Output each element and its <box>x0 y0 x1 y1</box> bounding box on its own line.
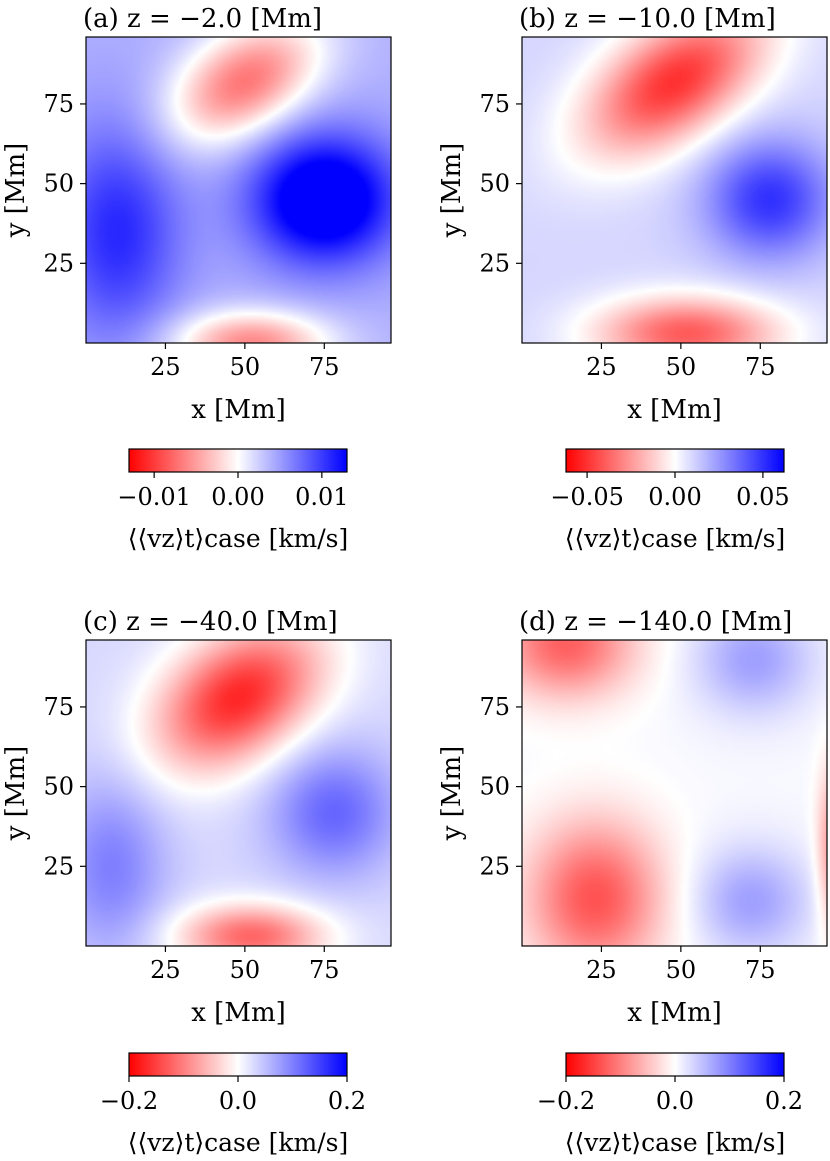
panels: (a) z = −2.0 [Mm] 25 50 75 25 50 75 x [Mm] y [Mm… <box>1 4 828 1157</box>
y-tick-label: 50 <box>43 170 74 198</box>
colorbar <box>565 1052 785 1077</box>
x-tick-label: 75 <box>745 353 776 381</box>
colorbar-tick-label: −0.2 <box>537 1087 595 1115</box>
y-tick-label: 75 <box>43 90 74 118</box>
colorbar-tick-label: −0.05 <box>550 483 624 511</box>
heatmap-image <box>522 640 827 946</box>
heatmap-image <box>86 37 391 343</box>
x-tick-label: 25 <box>150 353 181 381</box>
y-tick-label: 75 <box>43 693 74 721</box>
y-tick-label: 50 <box>479 773 510 801</box>
y-tick-label: 25 <box>43 852 74 880</box>
y-axis-label: y [Mm] <box>1 143 31 239</box>
colorbar-label: ⟨⟨vz⟩t⟩case [km/s] <box>128 1128 348 1157</box>
colorbar-label: ⟨⟨vz⟩t⟩case [km/s] <box>565 1128 785 1157</box>
colorbar-tick-label: 0.05 <box>736 483 789 511</box>
y-tick-label: 75 <box>479 90 510 118</box>
x-tick-label: 25 <box>586 956 617 984</box>
x-tick-label: 75 <box>309 353 340 381</box>
colorbar-tick-label: 0.0 <box>656 1087 694 1115</box>
x-tick-label: 25 <box>150 956 181 984</box>
colorbar-tick-label: 0.0 <box>219 1087 257 1115</box>
plot-frame <box>85 36 392 344</box>
colorbar-tick-label: 0.2 <box>328 1087 366 1115</box>
colorbar-tick-label: −0.2 <box>100 1087 158 1115</box>
x-axis-label: x [Mm] <box>627 998 722 1028</box>
heatmap-image <box>522 37 827 343</box>
heatmap-image <box>86 640 391 946</box>
colorbar-label: ⟨⟨vz⟩t⟩case [km/s] <box>565 524 785 553</box>
x-tick-label: 75 <box>309 956 340 984</box>
panel-a: (a) z = −2.0 [Mm] 25 50 75 25 50 75 x [Mm] y [Mm… <box>1 4 392 553</box>
panel-title: (d) z = −140.0 [Mm] <box>519 607 792 637</box>
colorbar-tick-label: 0.00 <box>211 483 264 511</box>
plot-frame <box>521 639 828 947</box>
colorbar <box>128 1052 348 1077</box>
y-tick-label: 50 <box>479 170 510 198</box>
x-tick-label: 50 <box>666 353 697 381</box>
panel-c: (c) z = −40.0 [Mm] 25 50 75 25 50 75 x [Mm] y [M… <box>1 607 392 1157</box>
panel-title: (b) z = −10.0 [Mm] <box>519 4 776 34</box>
panel-title: (c) z = −40.0 [Mm] <box>83 607 338 637</box>
plot-frame <box>85 639 392 947</box>
x-tick-label: 50 <box>230 956 261 984</box>
plot-frame <box>521 36 828 344</box>
panel-d: (d) z = −140.0 [Mm] 25 50 75 25 50 75 x [Mm] y [… <box>437 607 828 1157</box>
y-axis-label: y [Mm] <box>437 143 467 239</box>
colorbar-tick-label: 0.00 <box>648 483 701 511</box>
colorbar-tick-label: 0.01 <box>295 483 348 511</box>
colorbar-tick-label: −0.01 <box>117 483 191 511</box>
y-tick-label: 25 <box>43 249 74 277</box>
panel-b: (b) z = −10.0 [Mm] 25 50 75 25 50 75 x [Mm] y [M… <box>437 4 828 553</box>
y-tick-label: 25 <box>479 249 510 277</box>
x-tick-label: 75 <box>745 956 776 984</box>
x-axis-label: x [Mm] <box>191 395 286 425</box>
y-tick-label: 25 <box>479 852 510 880</box>
panel-title: (a) z = −2.0 [Mm] <box>83 4 322 34</box>
y-tick-label: 50 <box>43 773 74 801</box>
y-axis-label: y [Mm] <box>1 746 31 842</box>
x-axis-label: x [Mm] <box>627 395 722 425</box>
x-tick-label: 50 <box>666 956 697 984</box>
colorbar <box>128 448 348 473</box>
x-axis-label: x [Mm] <box>191 998 286 1028</box>
x-tick-label: 50 <box>230 353 261 381</box>
colorbar <box>565 448 785 473</box>
colorbar-tick-label: 0.2 <box>765 1087 803 1115</box>
colorbar-label: ⟨⟨vz⟩t⟩case [km/s] <box>128 524 348 553</box>
x-tick-label: 25 <box>586 353 617 381</box>
y-axis-label: y [Mm] <box>437 746 467 842</box>
y-tick-label: 75 <box>479 693 510 721</box>
